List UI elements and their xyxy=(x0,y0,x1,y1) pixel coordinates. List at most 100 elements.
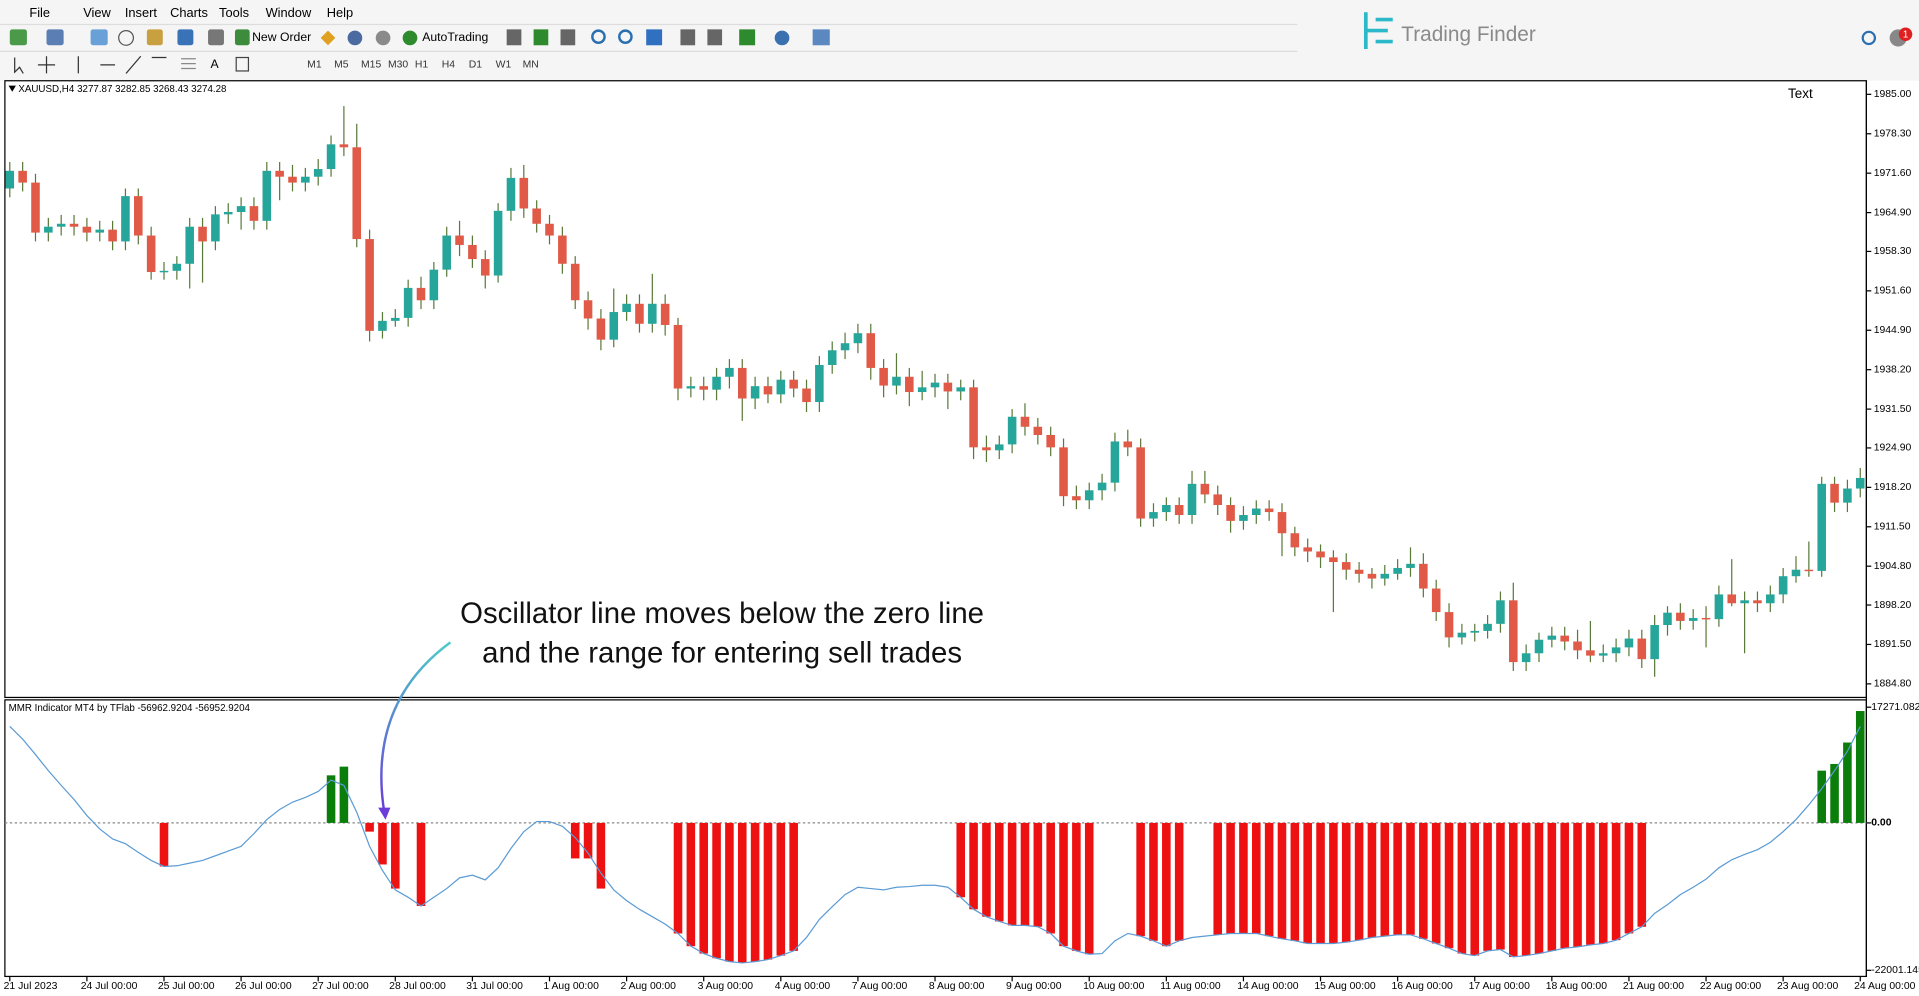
icon[interactable] xyxy=(560,29,576,46)
icon[interactable] xyxy=(235,56,250,72)
timeframe-button[interactable]: W1 xyxy=(496,60,512,71)
icon[interactable] xyxy=(177,29,194,46)
histogram-bar xyxy=(1470,822,1480,956)
candle-body xyxy=(1547,635,1557,640)
icon[interactable] xyxy=(146,29,163,46)
candle-body xyxy=(5,170,15,189)
candle-body xyxy=(1341,562,1351,570)
candle-body xyxy=(1200,483,1210,495)
histogram-bar xyxy=(699,822,708,954)
candle-body xyxy=(1470,630,1480,633)
x-tick-label: 23 Aug 00:00 xyxy=(1777,981,1838,992)
histogram-bar xyxy=(1033,822,1043,927)
candle-body xyxy=(403,287,413,318)
candle-body xyxy=(429,269,439,301)
icon[interactable] xyxy=(208,29,224,46)
icon[interactable] xyxy=(181,58,196,70)
x-tick-label: 3 Aug 00:00 xyxy=(698,981,754,992)
icon[interactable] xyxy=(506,29,522,46)
histogram-bar xyxy=(776,822,786,956)
histogram-bar xyxy=(1496,822,1505,950)
histogram-bar xyxy=(1149,822,1158,941)
icon[interactable] xyxy=(234,29,250,46)
x-tick-label: 1 Aug 00:00 xyxy=(543,981,599,992)
menu-item[interactable]: Help xyxy=(327,5,353,20)
icon[interactable]: A xyxy=(211,57,220,71)
timeframe-button[interactable]: M5 xyxy=(334,60,349,71)
timeframe-button[interactable]: M30 xyxy=(388,60,408,71)
candle-body xyxy=(1830,483,1839,503)
candle-body xyxy=(943,382,953,392)
candle-body xyxy=(1406,563,1415,568)
icon[interactable] xyxy=(680,29,696,46)
menu-item[interactable]: View xyxy=(83,5,111,20)
menu-item[interactable]: Charts xyxy=(170,5,208,20)
icon[interactable] xyxy=(533,29,549,46)
timeframe-button[interactable]: D1 xyxy=(469,60,483,71)
timeframe-button[interactable]: MN xyxy=(523,60,539,71)
histogram-bar xyxy=(159,822,169,867)
icon[interactable] xyxy=(402,30,418,46)
menu-item[interactable]: Tools xyxy=(219,5,249,20)
histogram-bar xyxy=(1072,822,1081,951)
icon[interactable] xyxy=(90,29,108,46)
histogram-bar xyxy=(1277,822,1287,939)
icon[interactable] xyxy=(14,57,24,74)
x-tick-label: 16 Aug 00:00 xyxy=(1392,981,1453,992)
candle-body xyxy=(416,287,426,301)
menu-item[interactable]: Insert xyxy=(125,5,158,20)
histogram-bar xyxy=(570,822,580,859)
candle-body xyxy=(1020,416,1030,427)
icon[interactable] xyxy=(707,29,723,46)
search-icon[interactable] xyxy=(1861,30,1877,46)
candle-body xyxy=(982,447,991,451)
timeframe-button[interactable]: H4 xyxy=(442,60,456,71)
icon[interactable] xyxy=(774,30,790,46)
candle-body xyxy=(18,170,27,183)
icon[interactable] xyxy=(812,29,830,46)
icon[interactable] xyxy=(46,29,64,46)
candle-body xyxy=(172,263,182,271)
candle-body xyxy=(468,244,477,260)
new-order-button[interactable]: New Order xyxy=(252,30,311,44)
symbol-marker xyxy=(8,85,16,92)
icon[interactable] xyxy=(9,29,27,46)
autotrading-button[interactable]: AutoTrading xyxy=(422,30,488,44)
candle-body xyxy=(198,226,207,242)
candle-body xyxy=(776,379,786,395)
candle-body xyxy=(969,387,978,448)
icon[interactable] xyxy=(646,29,663,46)
timeframe-button[interactable]: H1 xyxy=(415,60,429,71)
icon[interactable] xyxy=(739,29,756,46)
histogram-bar xyxy=(1406,822,1415,935)
histogram-bar xyxy=(1059,822,1068,947)
candle-body xyxy=(1509,600,1518,663)
icon[interactable] xyxy=(118,29,135,46)
x-tick-label: 11 Aug 00:00 xyxy=(1160,981,1221,992)
y-tick-label: 1918.20 xyxy=(1874,482,1912,493)
timeframe-button[interactable]: M1 xyxy=(307,60,322,71)
histogram-bar xyxy=(1843,742,1852,823)
candle-body xyxy=(95,229,105,233)
icon[interactable] xyxy=(37,56,56,74)
menu-item[interactable]: Window xyxy=(266,5,312,20)
candle-body xyxy=(1855,477,1865,489)
candle-body xyxy=(442,235,451,270)
icon[interactable] xyxy=(375,30,391,46)
icon[interactable] xyxy=(347,30,363,46)
icon[interactable] xyxy=(618,29,633,45)
candle-body xyxy=(455,235,464,245)
candle-body xyxy=(1573,641,1582,651)
x-tick-label: 24 Aug 00:00 xyxy=(1854,981,1915,992)
icon[interactable] xyxy=(77,55,167,74)
histogram-bar xyxy=(1329,822,1338,944)
icon[interactable] xyxy=(591,29,606,45)
menu-item[interactable]: File xyxy=(29,5,50,20)
candle-body xyxy=(1316,551,1325,558)
histogram-bar xyxy=(583,822,593,859)
x-tick-label: 21 Jul 2023 xyxy=(4,981,58,992)
timeframe-button[interactable]: M15 xyxy=(361,60,381,71)
candle-body xyxy=(1033,426,1043,435)
candle-body xyxy=(313,169,323,177)
